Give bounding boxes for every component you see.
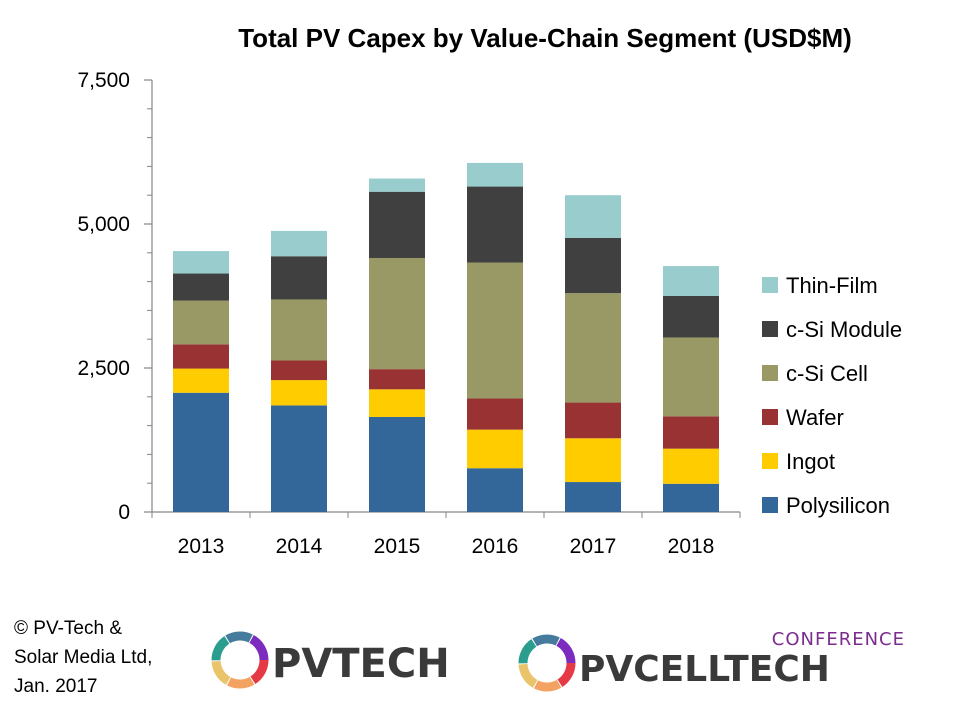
x-tick-label: 2017 <box>570 535 617 558</box>
pvcelltech-logo: CONFERENCE PVCELLTECH <box>518 629 905 692</box>
bar-segment-polysilicon-2015 <box>369 416 425 512</box>
bar-segment-c-si-module-2017 <box>565 237 621 294</box>
bar-segment-polysilicon-2013 <box>173 392 229 512</box>
bar-segment-c-si-cell-2018 <box>663 337 719 417</box>
bar-segment-c-si-cell-2016 <box>467 262 523 399</box>
legend-label: Thin-Film <box>786 273 878 298</box>
bar-segment-c-si-module-2015 <box>369 191 425 258</box>
pvtech-logo-mark-icon <box>211 631 269 689</box>
bar-segment-c-si-cell-2013 <box>173 300 229 345</box>
chart-legend: Thin-Film c-Si Module c-Si Cell Wafer Ingot P… <box>762 273 902 518</box>
pvcelltech-logo-text: PVCELLTECH <box>579 649 830 690</box>
x-tick-label: 2013 <box>178 535 225 558</box>
x-tick-label: 2014 <box>276 535 323 558</box>
legend-label: Polysilicon <box>786 493 890 518</box>
bar-segment-thin-film-2015 <box>369 178 425 192</box>
chart-title: Total PV Capex by Value-Chain Segment (U… <box>238 23 852 53</box>
bar-segment-thin-film-2014 <box>271 230 327 257</box>
y-tick-label: 5,000 <box>77 213 130 236</box>
bar-segment-c-si-cell-2015 <box>369 257 425 370</box>
legend-swatch <box>762 321 778 337</box>
copyright-text: © PV-Tech & Solar Media Ltd, Jan. 2017 <box>14 618 153 697</box>
bar-segment-wafer-2017 <box>565 402 621 439</box>
bar-segment-polysilicon-2018 <box>663 483 719 512</box>
bar-segment-c-si-module-2018 <box>663 296 719 338</box>
legend-label: Ingot <box>786 449 835 474</box>
legend-swatch <box>762 453 778 469</box>
bar-segment-polysilicon-2017 <box>565 482 621 512</box>
bar-segment-thin-film-2018 <box>663 266 719 296</box>
bar-segment-thin-film-2017 <box>565 195 621 238</box>
bar-segment-ingot-2015 <box>369 389 425 417</box>
y-tick-label: 2,500 <box>77 357 130 380</box>
chart-bars <box>173 162 719 512</box>
bar-segment-wafer-2016 <box>467 398 523 430</box>
bar-segment-thin-film-2016 <box>467 162 523 187</box>
x-tick-label: 2018 <box>668 535 715 558</box>
chart-axes: 0 2,500 5,000 7,500 2013 2014 2015 2016 2017 2018 <box>77 69 741 558</box>
bar-segment-ingot-2014 <box>271 380 327 406</box>
legend-swatch <box>762 409 778 425</box>
bar-segment-c-si-module-2016 <box>467 186 523 263</box>
y-tick-label: 0 <box>118 501 130 524</box>
bar-segment-wafer-2013 <box>173 344 229 369</box>
x-tick-label: 2015 <box>374 535 421 558</box>
bar-segment-c-si-module-2014 <box>271 256 327 300</box>
pvcelltech-logo-mark-icon <box>518 634 576 692</box>
bar-segment-ingot-2018 <box>663 448 719 484</box>
legend-swatch <box>762 277 778 293</box>
bar-segment-wafer-2014 <box>271 360 327 381</box>
legend-swatch <box>762 497 778 513</box>
bar-segment-ingot-2016 <box>467 429 523 469</box>
bar-segment-wafer-2018 <box>663 416 719 449</box>
pvcelltech-conference-text: CONFERENCE <box>772 629 905 650</box>
bar-segment-c-si-cell-2014 <box>271 299 327 361</box>
bar-segment-polysilicon-2014 <box>271 405 327 512</box>
bar-segment-ingot-2013 <box>173 368 229 393</box>
bar-segment-c-si-cell-2017 <box>565 293 621 403</box>
legend-swatch <box>762 365 778 381</box>
legend-label: c-Si Cell <box>786 361 868 386</box>
bar-segment-thin-film-2013 <box>173 251 229 274</box>
pvtech-logo: PVTECH <box>211 631 450 689</box>
y-tick-label: 7,500 <box>77 69 130 92</box>
bar-segment-polysilicon-2016 <box>467 468 523 512</box>
bar-segment-c-si-module-2013 <box>173 273 229 301</box>
bar-segment-ingot-2017 <box>565 438 621 483</box>
bar-segment-wafer-2015 <box>369 369 425 390</box>
legend-label: Wafer <box>786 405 844 430</box>
pvtech-logo-text: PVTECH <box>272 641 450 687</box>
x-tick-label: 2016 <box>472 535 519 558</box>
legend-label: c-Si Module <box>786 317 902 342</box>
